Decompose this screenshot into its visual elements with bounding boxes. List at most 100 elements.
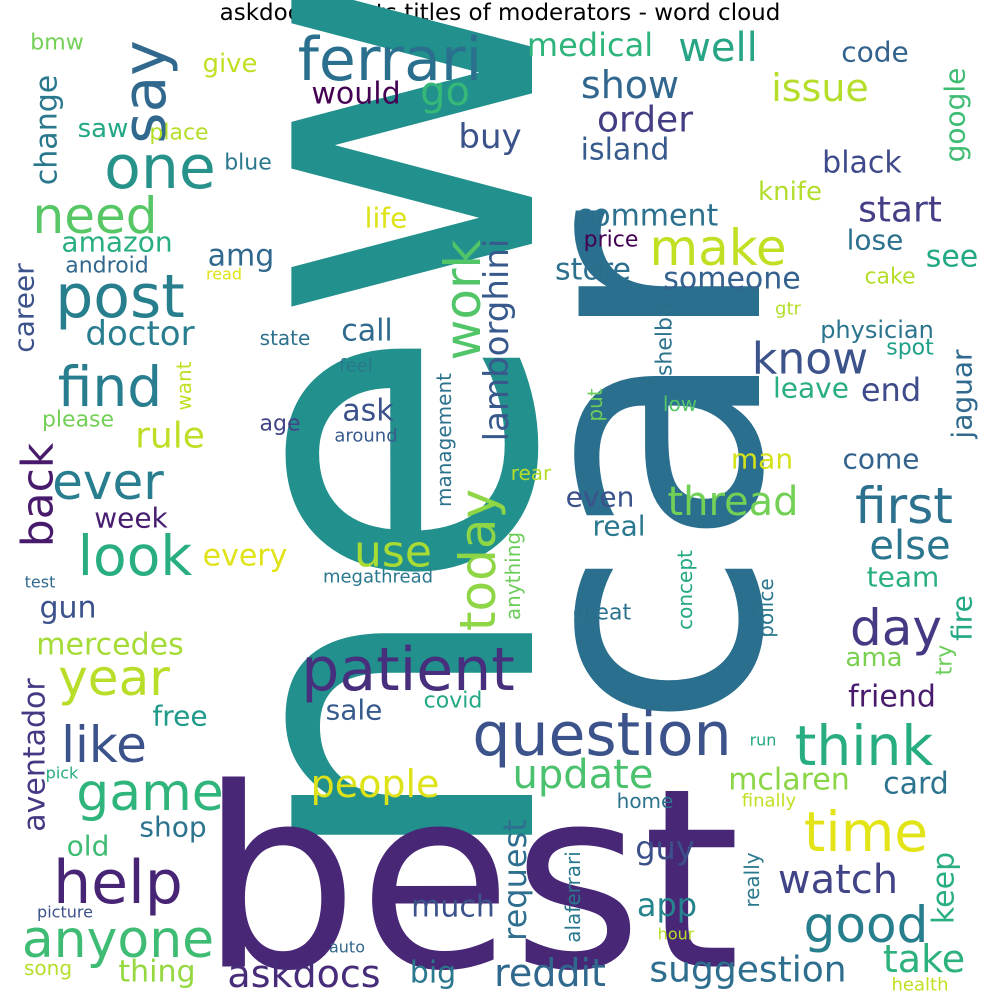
word-good: good (804, 896, 929, 954)
word-pick: pick (46, 764, 79, 783)
word-lamborghini: lamborghini (477, 239, 517, 442)
word-real: real (592, 510, 645, 543)
word-card: card (883, 767, 949, 802)
chart-title: askdocs - posts titles of moderators - w… (220, 0, 781, 26)
word-physician: physician (820, 316, 934, 344)
word-people: people (311, 762, 440, 806)
word-mercedes: mercedes (36, 628, 183, 663)
word-home: home (617, 789, 674, 813)
word-try: try (933, 645, 958, 676)
word-mclaren: mclaren (728, 763, 850, 798)
word-need: need (33, 187, 158, 245)
word-game: game (76, 763, 224, 823)
word-old: old (67, 830, 110, 863)
word-first: first (855, 477, 953, 535)
word-anything: anything (501, 532, 525, 620)
word-megathread: megathread (323, 567, 433, 588)
word-want: want (172, 361, 196, 410)
word-age: age (260, 412, 301, 437)
word-say: say (110, 40, 180, 144)
word-big: big (410, 956, 456, 991)
word-question: question (472, 700, 731, 770)
word-anyone: anyone (22, 910, 214, 970)
word-google: google (939, 68, 972, 163)
word-friend: friend (848, 680, 936, 715)
word-well: well (678, 25, 758, 71)
word-knife: knife (758, 177, 822, 207)
word-car: car (453, 207, 837, 730)
word-police: police (754, 578, 778, 637)
word-start: start (858, 190, 942, 231)
word-really: really (740, 852, 764, 907)
word-update: update (513, 752, 654, 798)
word-askdocs: askdocs (227, 952, 380, 996)
word-call: call (341, 314, 393, 349)
word-saw: saw (78, 114, 129, 144)
word-issue: issue (771, 66, 869, 110)
word-picture: picture (37, 903, 93, 922)
word-island: island (581, 133, 670, 168)
word-jaguar: jaguar (946, 349, 979, 440)
word-work: work (434, 239, 492, 360)
word-ferrari: ferrari (298, 25, 482, 95)
word-ama: ama (845, 643, 902, 673)
word-year: year (58, 649, 170, 707)
word-run: run (750, 731, 777, 750)
word-spot: spot (886, 336, 934, 361)
word-week: week (94, 502, 168, 535)
word-patient: patient (301, 635, 515, 705)
word-shop: shop (139, 811, 206, 844)
word-thread: thread (667, 479, 798, 525)
word-see: see (926, 240, 979, 275)
word-cake: cake (864, 265, 915, 290)
word-show: show (581, 63, 679, 107)
word-every: every (203, 539, 288, 574)
word-use: use (354, 527, 432, 578)
word-day: day (850, 599, 942, 657)
word-back: back (13, 442, 64, 547)
word-feel: feel (339, 356, 373, 377)
word-go: go (420, 69, 470, 115)
word-finally: finally (742, 791, 797, 812)
word-sale: sale (326, 694, 383, 727)
word-leave: leave (773, 372, 849, 405)
word-look: look (78, 524, 193, 588)
word-read: read (206, 265, 242, 284)
word-gtr: gtr (775, 299, 801, 320)
word-ever: ever (52, 453, 164, 511)
word-blue: blue (224, 151, 272, 176)
word-find: find (58, 355, 162, 419)
word-request: request (496, 819, 534, 941)
word-even: even (566, 481, 635, 514)
word-give: give (202, 49, 257, 79)
word-doctor: doctor (85, 314, 194, 354)
word-amg: amg (208, 239, 275, 274)
word-android: android (65, 254, 149, 279)
word-put: put (583, 388, 607, 421)
word-management: management (432, 373, 456, 507)
word-reddit: reddit (494, 951, 606, 995)
word-post: post (55, 262, 185, 332)
word-medical: medical (527, 26, 653, 64)
word-end: end (861, 371, 921, 409)
word-amazon: amazon (61, 226, 172, 259)
word-app: app (637, 886, 697, 924)
word-black: black (822, 146, 902, 181)
word-life: life (365, 202, 408, 235)
word-place: place (149, 121, 208, 146)
word-health: health (892, 975, 949, 996)
word-bmw: bmw (30, 31, 83, 56)
word-alaferrari: alaferrari (561, 851, 585, 943)
word-like: like (61, 716, 147, 774)
word-team: team (867, 561, 940, 594)
word-fire: fire (946, 595, 979, 641)
word-order: order (597, 100, 693, 141)
word-around: around (334, 426, 397, 447)
word-else: else (869, 523, 950, 569)
word-great: great (573, 601, 632, 626)
word-best: best (200, 735, 741, 1000)
word-one: one (104, 133, 216, 203)
word-free: free (152, 700, 207, 733)
